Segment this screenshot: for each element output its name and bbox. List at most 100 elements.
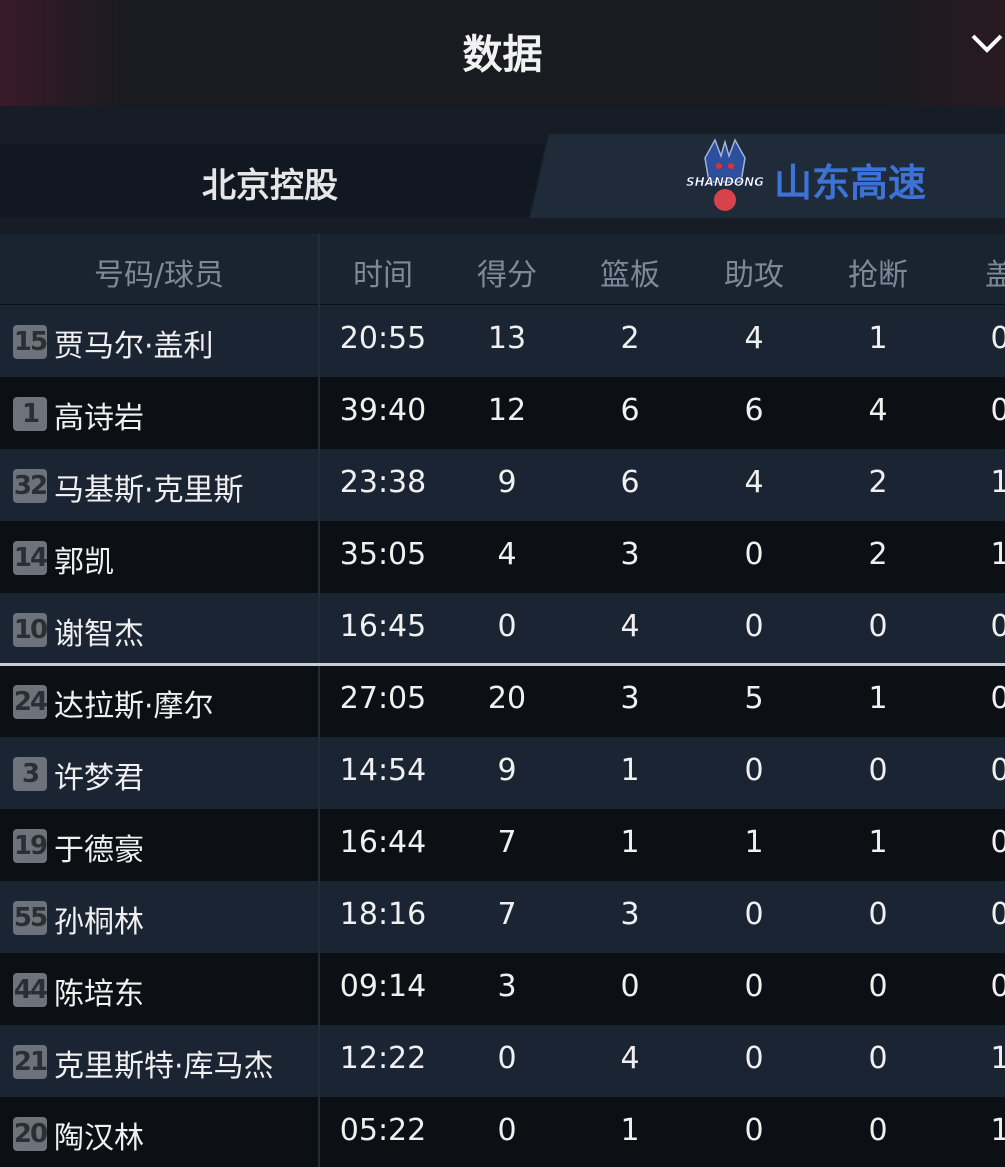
stat-cell: 1 [868,321,888,356]
page-title: 数据 [462,32,543,78]
starters-divider [0,663,1005,666]
home-team-name: 北京控股 [202,166,338,206]
player-name: 谢智杰 [54,617,144,652]
stat-cell: 0 [497,1113,517,1148]
stat-cell: 0 [744,897,764,932]
stat-cell: 9 [497,465,517,500]
stat-cell: 1 [990,465,1005,500]
stat-cell: 1 [990,1113,1005,1148]
column-header: 抢断 [848,258,908,293]
player-name: 贾马尔·盖利 [54,329,214,364]
jersey-number: 14 [13,541,48,575]
stat-cell: 2 [620,321,640,356]
jersey-number: 32 [13,469,48,503]
stat-cell: 20 [487,681,527,716]
jersey-number: 1 [13,397,47,431]
jersey-number: 3 [13,757,47,791]
player-row: 10 谢智杰 16:45 0 4 0 0 0 [0,593,1005,665]
table-header: 号码/球员 时间 得分 篮板 助攻 抢断 盖 [0,234,1005,304]
player-name: 克里斯特·库马杰 [54,1049,274,1084]
stat-cell: 1 [990,537,1005,572]
stat-cell: 2 [868,465,888,500]
player-row: 32 马基斯·克里斯 23:38 9 6 4 2 1 [0,449,1005,521]
stat-cell: 0 [868,897,888,932]
stat-cell: 0 [744,537,764,572]
logo-text: SHANDONG [686,175,764,189]
jersey-number: 21 [13,1045,48,1079]
player-row: 19 于德豪 16:44 7 1 1 1 0 [0,809,1005,881]
stat-cell: 35:05 [339,537,427,572]
stat-cell: 0 [868,753,888,788]
stat-cell: 0 [744,1041,764,1076]
stat-cell: 4 [620,609,640,644]
stat-cell: 0 [990,753,1005,788]
stat-cell: 0 [990,897,1005,932]
stat-cell: 0 [990,825,1005,860]
player-row: 21 克里斯特·库马杰 12:22 0 4 0 0 1 [0,1025,1005,1097]
player-name: 陶汉林 [54,1121,144,1156]
stat-cell: 0 [990,609,1005,644]
player-row: 55 孙桐林 18:16 7 3 0 0 0 [0,881,1005,953]
column-header: 得分 [477,258,537,293]
player-row: 20 陶汉林 05:22 0 1 0 0 1 [0,1097,1005,1167]
stat-cell: 0 [744,1113,764,1148]
stat-cell: 4 [868,393,888,428]
stat-cell: 4 [620,1041,640,1076]
header: 数据 [0,0,1005,106]
column-header: 号码/球员 [93,258,225,293]
stat-cell: 1 [990,1041,1005,1076]
team-logo: SHANDONG [686,138,764,211]
stat-cell: 05:22 [339,1113,427,1148]
stat-cell: 7 [497,825,517,860]
stat-cell: 23:38 [339,465,427,500]
column-divider [318,234,320,1167]
home-tab[interactable]: 北京控股 [0,144,545,218]
stat-cell: 0 [620,969,640,1004]
stat-cell: 6 [620,393,640,428]
jersey-number: 24 [13,685,48,719]
stat-cell: 0 [990,393,1005,428]
stat-cell: 6 [744,393,764,428]
stat-cell: 0 [868,1041,888,1076]
stat-cell: 12:22 [339,1041,427,1076]
stat-cell: 4 [744,321,764,356]
stat-cell: 39:40 [339,393,427,428]
player-name: 于德豪 [54,833,144,868]
stat-cell: 0 [497,1041,517,1076]
stat-cell: 0 [990,321,1005,356]
stat-cell: 0 [744,969,764,1004]
stat-cell: 12 [487,393,527,428]
away-tab[interactable]: SHANDONG 山东高速 [530,134,1005,218]
player-row: 24 达拉斯·摩尔 27:05 20 3 5 1 0 [0,665,1005,737]
player-row: 15 贾马尔·盖利 20:55 13 2 4 1 0 [0,305,1005,377]
jersey-number: 19 [13,829,48,863]
stat-cell: 0 [868,1113,888,1148]
jersey-number: 44 [13,973,48,1007]
collapse-button[interactable] [969,30,1005,60]
player-name: 马基斯·克里斯 [54,473,244,508]
stat-cell: 09:14 [339,969,427,1004]
stat-cell: 9 [497,753,517,788]
stat-cell: 13 [487,321,527,356]
stat-cell: 1 [620,1113,640,1148]
away-team-name: 山东高速 [774,161,927,205]
stat-cell: 14:54 [339,753,427,788]
stat-cell: 0 [744,609,764,644]
stat-cell: 0 [990,969,1005,1004]
stat-cell: 1 [620,825,640,860]
column-header: 时间 [353,258,413,293]
stat-cell: 16:45 [339,609,427,644]
player-name: 高诗岩 [54,401,144,436]
player-row: 44 陈培东 09:14 3 0 0 0 0 [0,953,1005,1025]
player-row: 14 郭凯 35:05 4 3 0 2 1 [0,521,1005,593]
column-header: 盖 [985,258,1005,293]
stat-cell: 0 [744,753,764,788]
stat-cell: 7 [497,897,517,932]
stat-cell: 16:44 [339,825,427,860]
player-name: 郭凯 [54,545,114,580]
stat-cell: 4 [744,465,764,500]
stat-cell: 6 [620,465,640,500]
stat-cell: 3 [620,897,640,932]
player-row: 1 高诗岩 39:40 12 6 6 4 0 [0,377,1005,449]
